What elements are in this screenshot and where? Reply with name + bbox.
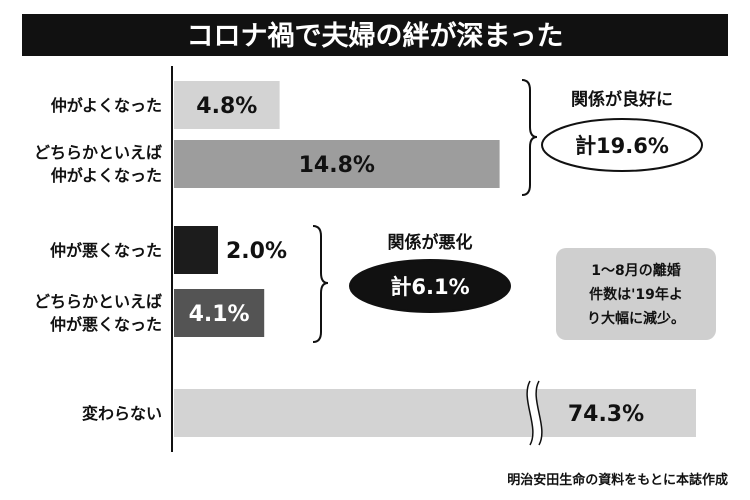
good-group-label: 関係が良好に (571, 89, 673, 110)
note-line-1: 1～8月の離婚 (591, 262, 680, 279)
axis-break-gap (527, 381, 542, 445)
category-label-0-0: 仲がよくなった (51, 96, 162, 115)
category-label-3-1: 仲が悪くなった (50, 315, 162, 334)
bar-3 (174, 289, 265, 337)
axis-break (526, 380, 543, 446)
note-line-3: り大幅に減少。 (587, 310, 685, 327)
good-group-bracket (521, 79, 538, 196)
value-label-1: 14.8% (299, 153, 375, 178)
category-labels: 仲がよくなったどちらかといえば仲がよくなった仲が悪くなったどちらかといえば仲が悪… (34, 96, 162, 423)
source-note: 明治安田生命の資料をもとに本誌作成 (507, 472, 728, 488)
bar-1 (174, 140, 500, 188)
bar-4 (174, 389, 696, 437)
category-label-3-0: どちらかといえば (34, 292, 162, 311)
good-total-oval (541, 118, 703, 172)
category-label-2-0: 仲が悪くなった (50, 241, 162, 260)
title-banner (22, 14, 728, 56)
note-box (556, 248, 716, 340)
bad-group-bracket (312, 225, 329, 343)
value-label-0: 4.8% (196, 94, 257, 119)
axis-break-line-right (535, 380, 543, 446)
axis-break-line-left (526, 380, 534, 446)
bars-group (174, 81, 696, 437)
note-line-2: 件数は'19年よ (589, 286, 683, 303)
bad-total-value: 計6.1% (390, 275, 469, 299)
category-label-1-0: どちらかといえば (34, 143, 162, 162)
category-label-4-0: 変わらない (82, 404, 162, 423)
category-label-1-1: 仲がよくなった (51, 166, 162, 185)
value-label-3: 4.1% (189, 302, 250, 327)
bar-0 (174, 81, 280, 129)
bad-total-oval (349, 259, 511, 313)
value-label-4: 74.3% (568, 402, 644, 427)
value-labels: 4.8% 14.8% 2.0% 4.1% 74.3% (189, 94, 645, 427)
bar-2 (174, 226, 218, 274)
value-label-2: 2.0% (226, 239, 287, 264)
bad-group-label: 関係が悪化 (388, 232, 473, 253)
good-total-value: 計19.6% (575, 134, 669, 158)
chart-title: コロナ禍で夫婦の絆が深まった (187, 20, 564, 52)
